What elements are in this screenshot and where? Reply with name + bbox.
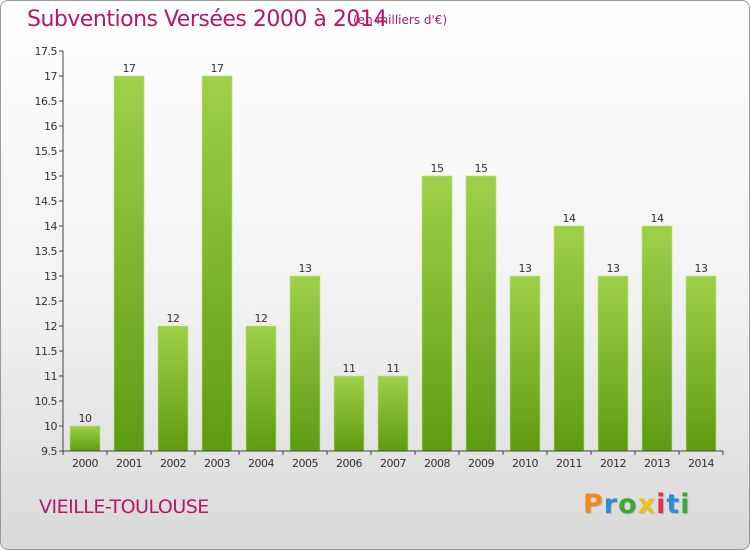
chart-title: Subventions Versées 2000 à 2014 xyxy=(27,7,387,32)
x-tick-label: 2012 xyxy=(600,457,626,470)
x-tick-label: 2007 xyxy=(380,457,406,470)
y-tick-label: 12.5 xyxy=(35,295,58,308)
y-tick-label: 13 xyxy=(44,270,57,283)
y-tick-label: 11 xyxy=(44,370,57,383)
bar-2010 xyxy=(509,275,541,452)
bar-2008 xyxy=(421,175,453,452)
x-tick-label: 2014 xyxy=(688,457,714,470)
bar-value-label: 17 xyxy=(211,62,224,75)
bar-2013 xyxy=(641,225,673,452)
x-tick-label: 2008 xyxy=(424,457,450,470)
bar-value-label: 15 xyxy=(475,162,488,175)
bar-2000 xyxy=(69,425,101,452)
x-tick-label: 2005 xyxy=(292,457,318,470)
bar-value-label: 11 xyxy=(387,362,400,375)
bar-value-label: 15 xyxy=(431,162,444,175)
bar-2005 xyxy=(289,275,321,452)
bar-2014 xyxy=(685,275,717,452)
x-tick-label: 2000 xyxy=(72,457,98,470)
y-tick-label: 11.5 xyxy=(35,345,58,358)
bar-value-label: 12 xyxy=(255,312,268,325)
bar-value-label: 10 xyxy=(79,412,92,425)
bar-value-label: 12 xyxy=(167,312,180,325)
x-tick-label: 2002 xyxy=(160,457,186,470)
bar-value-label: 13 xyxy=(519,262,532,275)
x-tick-label: 2013 xyxy=(644,457,670,470)
y-tick-label: 12 xyxy=(44,320,57,333)
x-tick-label: 2001 xyxy=(116,457,142,470)
y-tick-label: 13.5 xyxy=(35,245,58,258)
bar-value-label: 14 xyxy=(651,212,664,225)
y-tick-label: 17.5 xyxy=(35,45,58,58)
y-axis: 9.5 10 10.5 11 11.5 12 12.5 13 13.5 14 14.5 15 15.5 1… xyxy=(35,45,64,458)
x-tick-label: 2009 xyxy=(468,457,494,470)
x-tick-label: 2003 xyxy=(204,457,230,470)
y-tick-label: 10 xyxy=(44,420,57,433)
y-tick-label: 14.5 xyxy=(35,195,58,208)
x-tick-label: 2011 xyxy=(556,457,582,470)
bar-value-label: 13 xyxy=(299,262,312,275)
bar-2009 xyxy=(465,175,497,452)
bar-2002 xyxy=(157,325,189,452)
chart-subtitle: (en milliers d'€) xyxy=(353,13,448,27)
y-tick-label: 10.5 xyxy=(35,395,58,408)
bar-value-label: 13 xyxy=(607,262,620,275)
x-tick-label: 2006 xyxy=(336,457,362,470)
bars: 10 17 12 17 12 13 11 11 15 15 13 14 13 14 13 xyxy=(69,62,717,452)
y-tick-label: 16.5 xyxy=(35,95,58,108)
bar-2001 xyxy=(113,75,145,452)
x-tick-label: 2010 xyxy=(512,457,538,470)
y-tick-label: 17 xyxy=(44,70,57,83)
bar-2006 xyxy=(333,375,365,452)
x-tick-label: 2004 xyxy=(248,457,274,470)
proxiti-logo: Proxiti xyxy=(583,489,691,520)
bar-2012 xyxy=(597,275,629,452)
commune-name: VIEILLE-TOULOUSE xyxy=(39,496,209,518)
y-tick-label: 14 xyxy=(44,220,57,233)
bar-2007 xyxy=(377,375,409,452)
y-tick-label: 9.5 xyxy=(41,445,57,458)
y-tick-label: 15 xyxy=(44,170,57,183)
bar-value-label: 14 xyxy=(563,212,576,225)
bar-2003 xyxy=(201,75,233,452)
bar-value-label: 17 xyxy=(123,62,136,75)
bar-2004 xyxy=(245,325,277,452)
bar-value-label: 11 xyxy=(343,362,356,375)
y-tick-label: 15.5 xyxy=(35,145,58,158)
bar-2011 xyxy=(553,225,585,452)
y-tick-label: 16 xyxy=(44,120,57,133)
x-axis: 2000 2001 2002 2003 2004 2005 2006 2007 2008 2009… xyxy=(62,450,724,470)
bar-value-label: 13 xyxy=(695,262,708,275)
